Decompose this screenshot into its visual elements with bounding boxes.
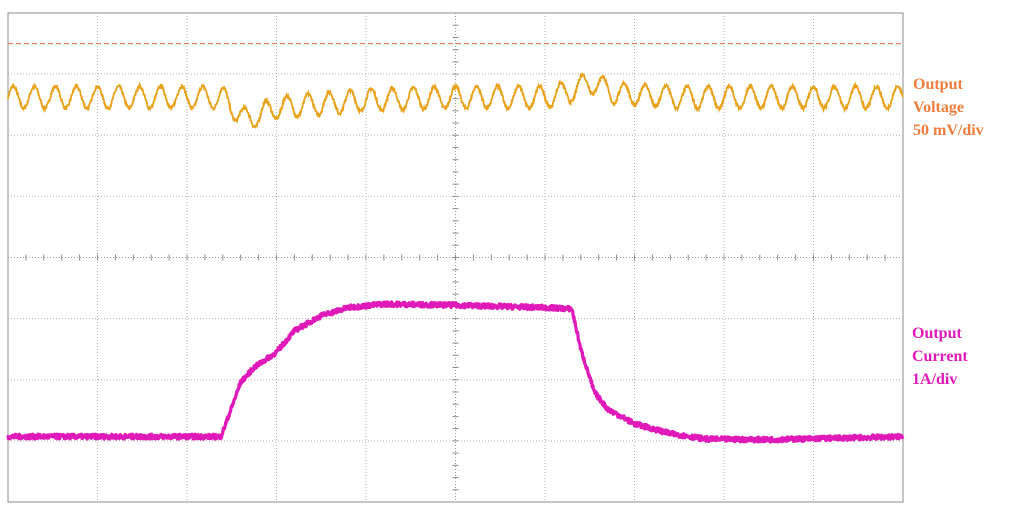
- voltage-trace: [7, 72, 904, 129]
- voltage-label-line1: Output: [913, 76, 963, 93]
- current-label-line3: 1A/div: [912, 371, 958, 388]
- traces: [6, 43, 905, 444]
- current-trace: [6, 300, 905, 444]
- voltage-label-line2: Voltage: [913, 99, 964, 116]
- current-label-line2: Current: [912, 348, 968, 365]
- current-channel-label: Output Current 1A/div: [912, 322, 968, 391]
- voltage-channel-label: Output Voltage 50 mV/div: [913, 73, 984, 142]
- current-label-line1: Output: [912, 325, 962, 342]
- voltage-label-line3: 50 mV/div: [913, 122, 984, 139]
- center-axis-ticks: [7, 12, 904, 503]
